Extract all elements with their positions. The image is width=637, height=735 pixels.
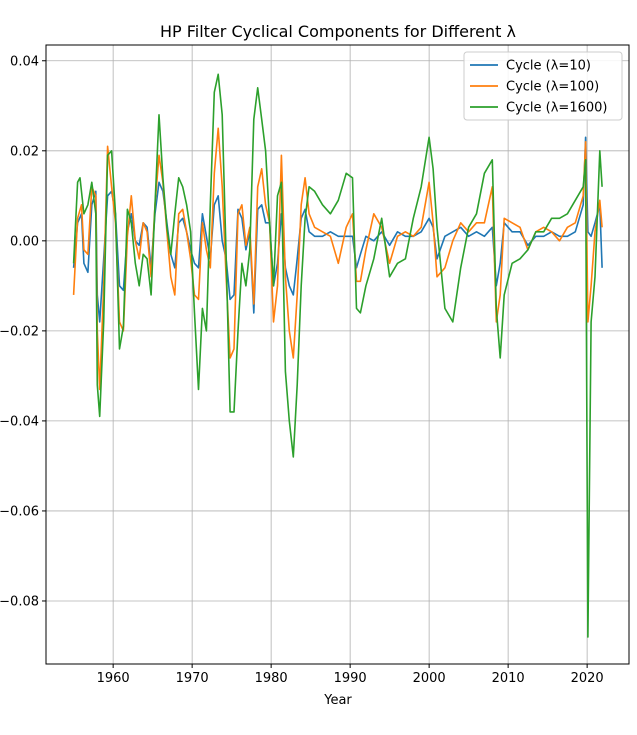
- x-tick-label: 1990: [334, 671, 367, 686]
- legend-label-2: Cycle (λ=100): [506, 80, 599, 95]
- series-layer: [72, 73, 603, 638]
- series-line-3: [72, 73, 603, 638]
- tick-layer: 1960 1970 1980 1990 2000 2010 2020 0.04 0.02 0.00…: [0, 54, 604, 686]
- y-tick-label: −0.04: [0, 414, 39, 429]
- x-tick-label: 2010: [492, 671, 525, 686]
- legend-label-3: Cycle (λ=1600): [506, 101, 607, 116]
- legend-label-1: Cycle (λ=10): [506, 59, 591, 74]
- y-tick-label: −0.06: [0, 504, 39, 519]
- x-tick-label: 2020: [571, 671, 604, 686]
- x-tick-label: 1960: [97, 671, 130, 686]
- y-tick-label: 0.00: [10, 234, 39, 249]
- y-tick-label: −0.08: [0, 594, 39, 609]
- plot-frame: [45, 44, 630, 665]
- series-line-2: [72, 127, 603, 391]
- x-tick-label: 2000: [413, 671, 446, 686]
- x-axis-label: Year: [323, 693, 352, 708]
- y-tick-label: −0.02: [0, 324, 39, 339]
- legend-box: [463, 51, 623, 121]
- chart-title: HP Filter Cyclical Components for Differ…: [160, 22, 516, 41]
- legend: Cycle (λ=10) Cycle (λ=100) Cycle (λ=1600): [463, 51, 623, 121]
- x-tick-label: 1980: [255, 671, 288, 686]
- grid-layer: [46, 45, 629, 664]
- y-tick-label: 0.04: [10, 54, 39, 69]
- x-tick-label: 1970: [176, 671, 209, 686]
- y-tick-label: 0.02: [10, 144, 39, 159]
